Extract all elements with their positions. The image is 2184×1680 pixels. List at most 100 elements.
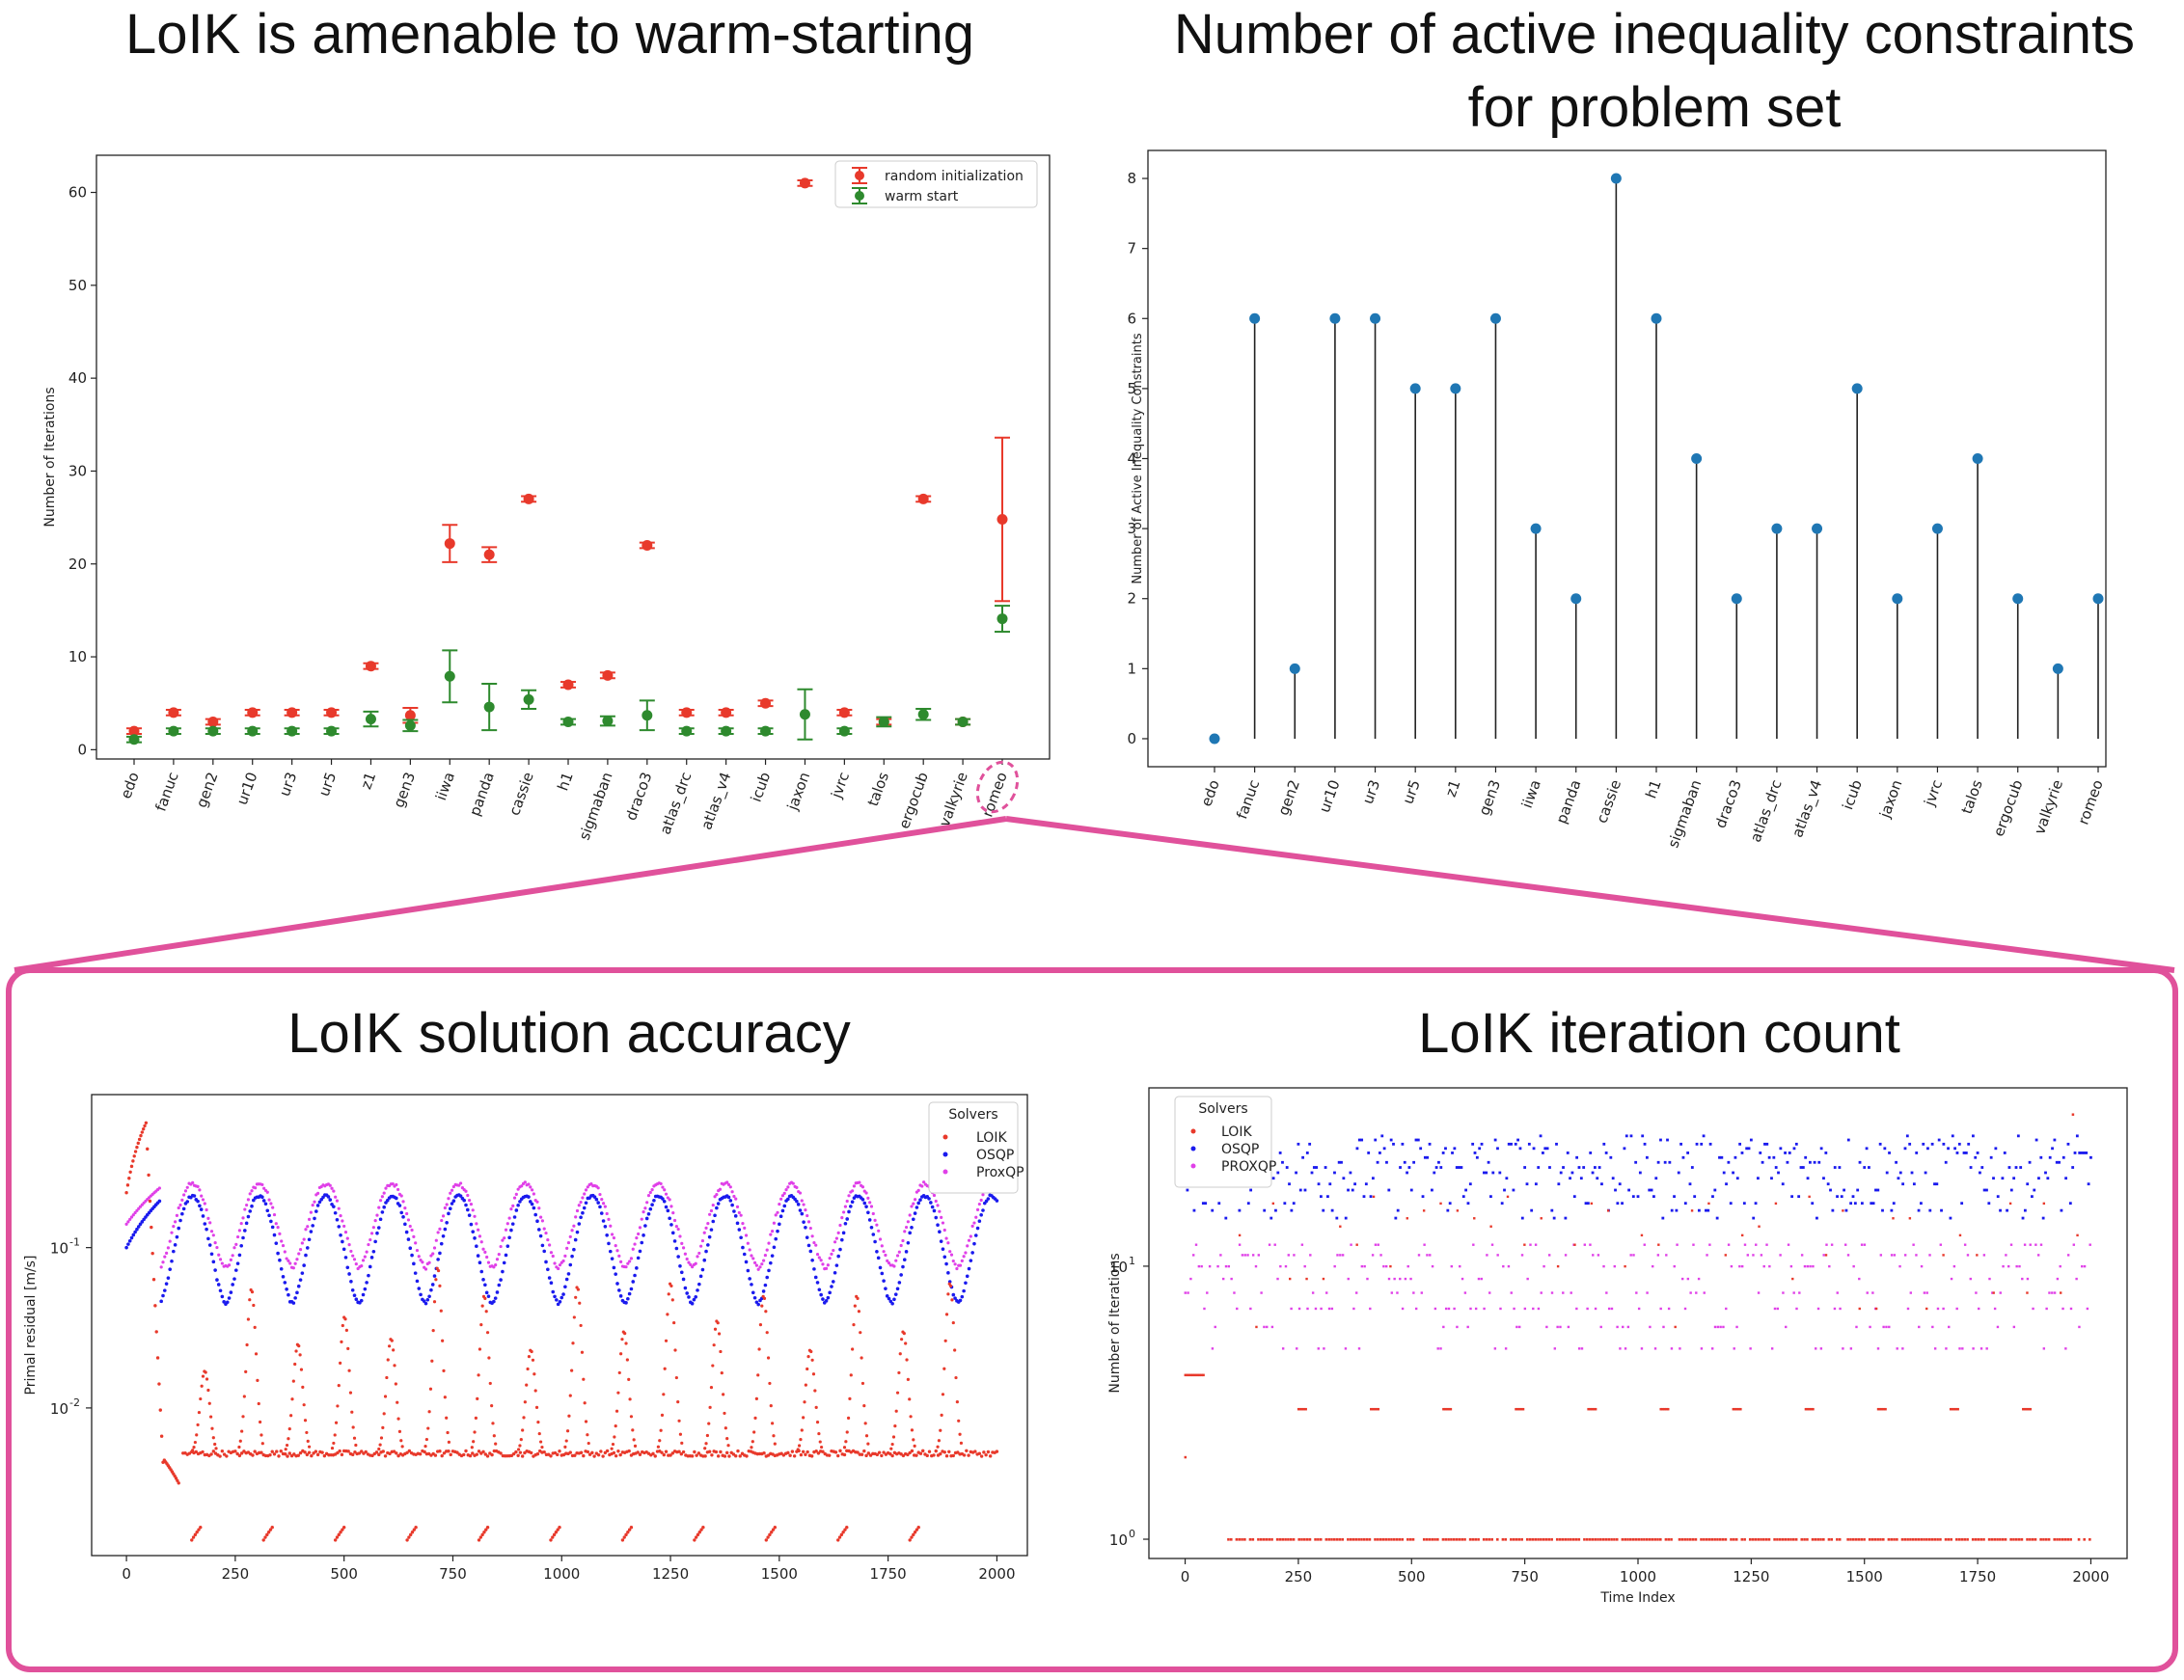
loik-low-point bbox=[268, 1528, 273, 1531]
proxqp-point bbox=[678, 1234, 682, 1238]
loik-point bbox=[1585, 1538, 1589, 1541]
osqp-point bbox=[1584, 1202, 1588, 1206]
loik-spike-point bbox=[891, 1435, 896, 1439]
loik-spike-point bbox=[958, 1432, 962, 1436]
osqp-point bbox=[1670, 1208, 1674, 1212]
loik-point bbox=[1944, 1538, 1948, 1541]
loik-point bbox=[220, 1449, 225, 1453]
proxqp-point bbox=[878, 1237, 883, 1241]
loik-point bbox=[1387, 1538, 1390, 1541]
x-tick-label-icub: icub bbox=[1839, 777, 1866, 812]
proxqp-point bbox=[1532, 1307, 1535, 1311]
x-tick-label-cassie: cassie bbox=[1593, 777, 1624, 826]
loik-point bbox=[1663, 1407, 1666, 1411]
proxqp-point bbox=[713, 1195, 717, 1199]
loik-point bbox=[1594, 1407, 1597, 1411]
loik-point bbox=[1680, 1538, 1684, 1541]
loik-low-point bbox=[551, 1535, 555, 1539]
loik-point bbox=[1804, 1407, 1808, 1411]
proxqp-point bbox=[817, 1256, 821, 1260]
osqp-point bbox=[1471, 1142, 1475, 1146]
osqp-point bbox=[1937, 1138, 1941, 1142]
osqp-point bbox=[1473, 1152, 1477, 1154]
osqp-point bbox=[1765, 1142, 1769, 1146]
osqp-point bbox=[806, 1243, 811, 1248]
osqp-point bbox=[951, 1292, 956, 1297]
loik-low-point bbox=[624, 1532, 628, 1537]
proxqp-point bbox=[1695, 1291, 1698, 1294]
loik-low-point bbox=[190, 1538, 194, 1542]
osqp-point bbox=[1557, 1182, 1561, 1186]
loik-point bbox=[1477, 1538, 1480, 1541]
proxqp-point bbox=[570, 1229, 574, 1233]
loik-point bbox=[1951, 1407, 1954, 1411]
osqp-point bbox=[560, 1295, 564, 1300]
loik-point bbox=[549, 1454, 553, 1458]
loik-point bbox=[146, 1147, 150, 1152]
osqp-point bbox=[1503, 1188, 1506, 1192]
loik-point bbox=[1873, 1538, 1877, 1541]
proxqp-point bbox=[646, 1193, 651, 1198]
proxqp-point bbox=[1483, 1307, 1486, 1311]
proxqp-point bbox=[1303, 1264, 1306, 1268]
loik-spike-point bbox=[446, 1430, 450, 1435]
osqp-point bbox=[582, 1206, 587, 1210]
proxqp-point bbox=[1429, 1254, 1432, 1257]
proxqp-point bbox=[283, 1250, 287, 1254]
osqp-point bbox=[206, 1236, 210, 1241]
osqp-point bbox=[1582, 1166, 1586, 1169]
legend-box bbox=[834, 160, 1038, 208]
proxqp-point bbox=[1681, 1277, 1684, 1281]
proxqp-point bbox=[648, 1190, 652, 1195]
loik-spike-point bbox=[676, 1400, 680, 1404]
proxqp-point bbox=[645, 1201, 649, 1205]
proxqp-point bbox=[227, 1263, 232, 1267]
loik-spike-point bbox=[950, 1298, 954, 1302]
loik-spike-point bbox=[898, 1352, 902, 1356]
proxqp-point bbox=[478, 1234, 482, 1238]
osqp-point bbox=[1461, 1195, 1465, 1199]
proxqp-point bbox=[481, 1247, 485, 1251]
proxqp-point bbox=[834, 1236, 838, 1240]
osqp-point bbox=[636, 1256, 641, 1260]
proxqp-point bbox=[1583, 1243, 1587, 1246]
proxqp-point bbox=[767, 1241, 771, 1245]
loik-spike-point bbox=[580, 1350, 585, 1354]
loik-spike-point bbox=[348, 1391, 353, 1395]
osqp-point bbox=[1514, 1142, 1517, 1146]
loik-spike-point bbox=[677, 1419, 681, 1423]
loik-point bbox=[901, 1453, 906, 1458]
osqp-point bbox=[1389, 1138, 1393, 1142]
y-tick-label: 40 bbox=[68, 369, 87, 387]
loik-point bbox=[603, 1450, 608, 1455]
proxqp-point bbox=[1646, 1291, 1649, 1294]
x-tick-label-h1: h1 bbox=[554, 770, 576, 793]
osqp-point bbox=[1340, 1160, 1343, 1164]
proxqp-point bbox=[172, 1225, 176, 1229]
x-tick-label: 250 bbox=[222, 1565, 250, 1583]
proxqp-point bbox=[168, 1239, 172, 1243]
proxqp-point bbox=[1752, 1254, 1755, 1257]
proxqp-point bbox=[1915, 1254, 1918, 1257]
proxqp-point bbox=[1659, 1307, 1662, 1311]
loik-spike-point bbox=[252, 1303, 256, 1308]
osqp-point bbox=[1552, 1216, 1556, 1220]
osqp-point bbox=[373, 1239, 377, 1244]
loik-point bbox=[1455, 1538, 1459, 1541]
osqp-point bbox=[2021, 1216, 2025, 1220]
loik-spike-point bbox=[439, 1309, 443, 1313]
loik-spike-point bbox=[532, 1372, 536, 1376]
proxqp-point bbox=[1466, 1325, 1469, 1329]
stem-marker-draco3 bbox=[1731, 593, 1742, 605]
loik-point bbox=[395, 1451, 398, 1455]
loik-point bbox=[1810, 1407, 1813, 1411]
osqp-point bbox=[553, 1294, 557, 1299]
x-tick-label: 500 bbox=[1398, 1568, 1426, 1585]
proxqp-point bbox=[1706, 1254, 1708, 1257]
loik-point bbox=[1558, 1538, 1562, 1541]
proxqp-point bbox=[1961, 1347, 1964, 1350]
osqp-point bbox=[1801, 1166, 1805, 1169]
point-romeo bbox=[996, 514, 1008, 526]
loik-spike-point bbox=[259, 1433, 263, 1437]
osqp-point bbox=[1955, 1152, 1959, 1154]
